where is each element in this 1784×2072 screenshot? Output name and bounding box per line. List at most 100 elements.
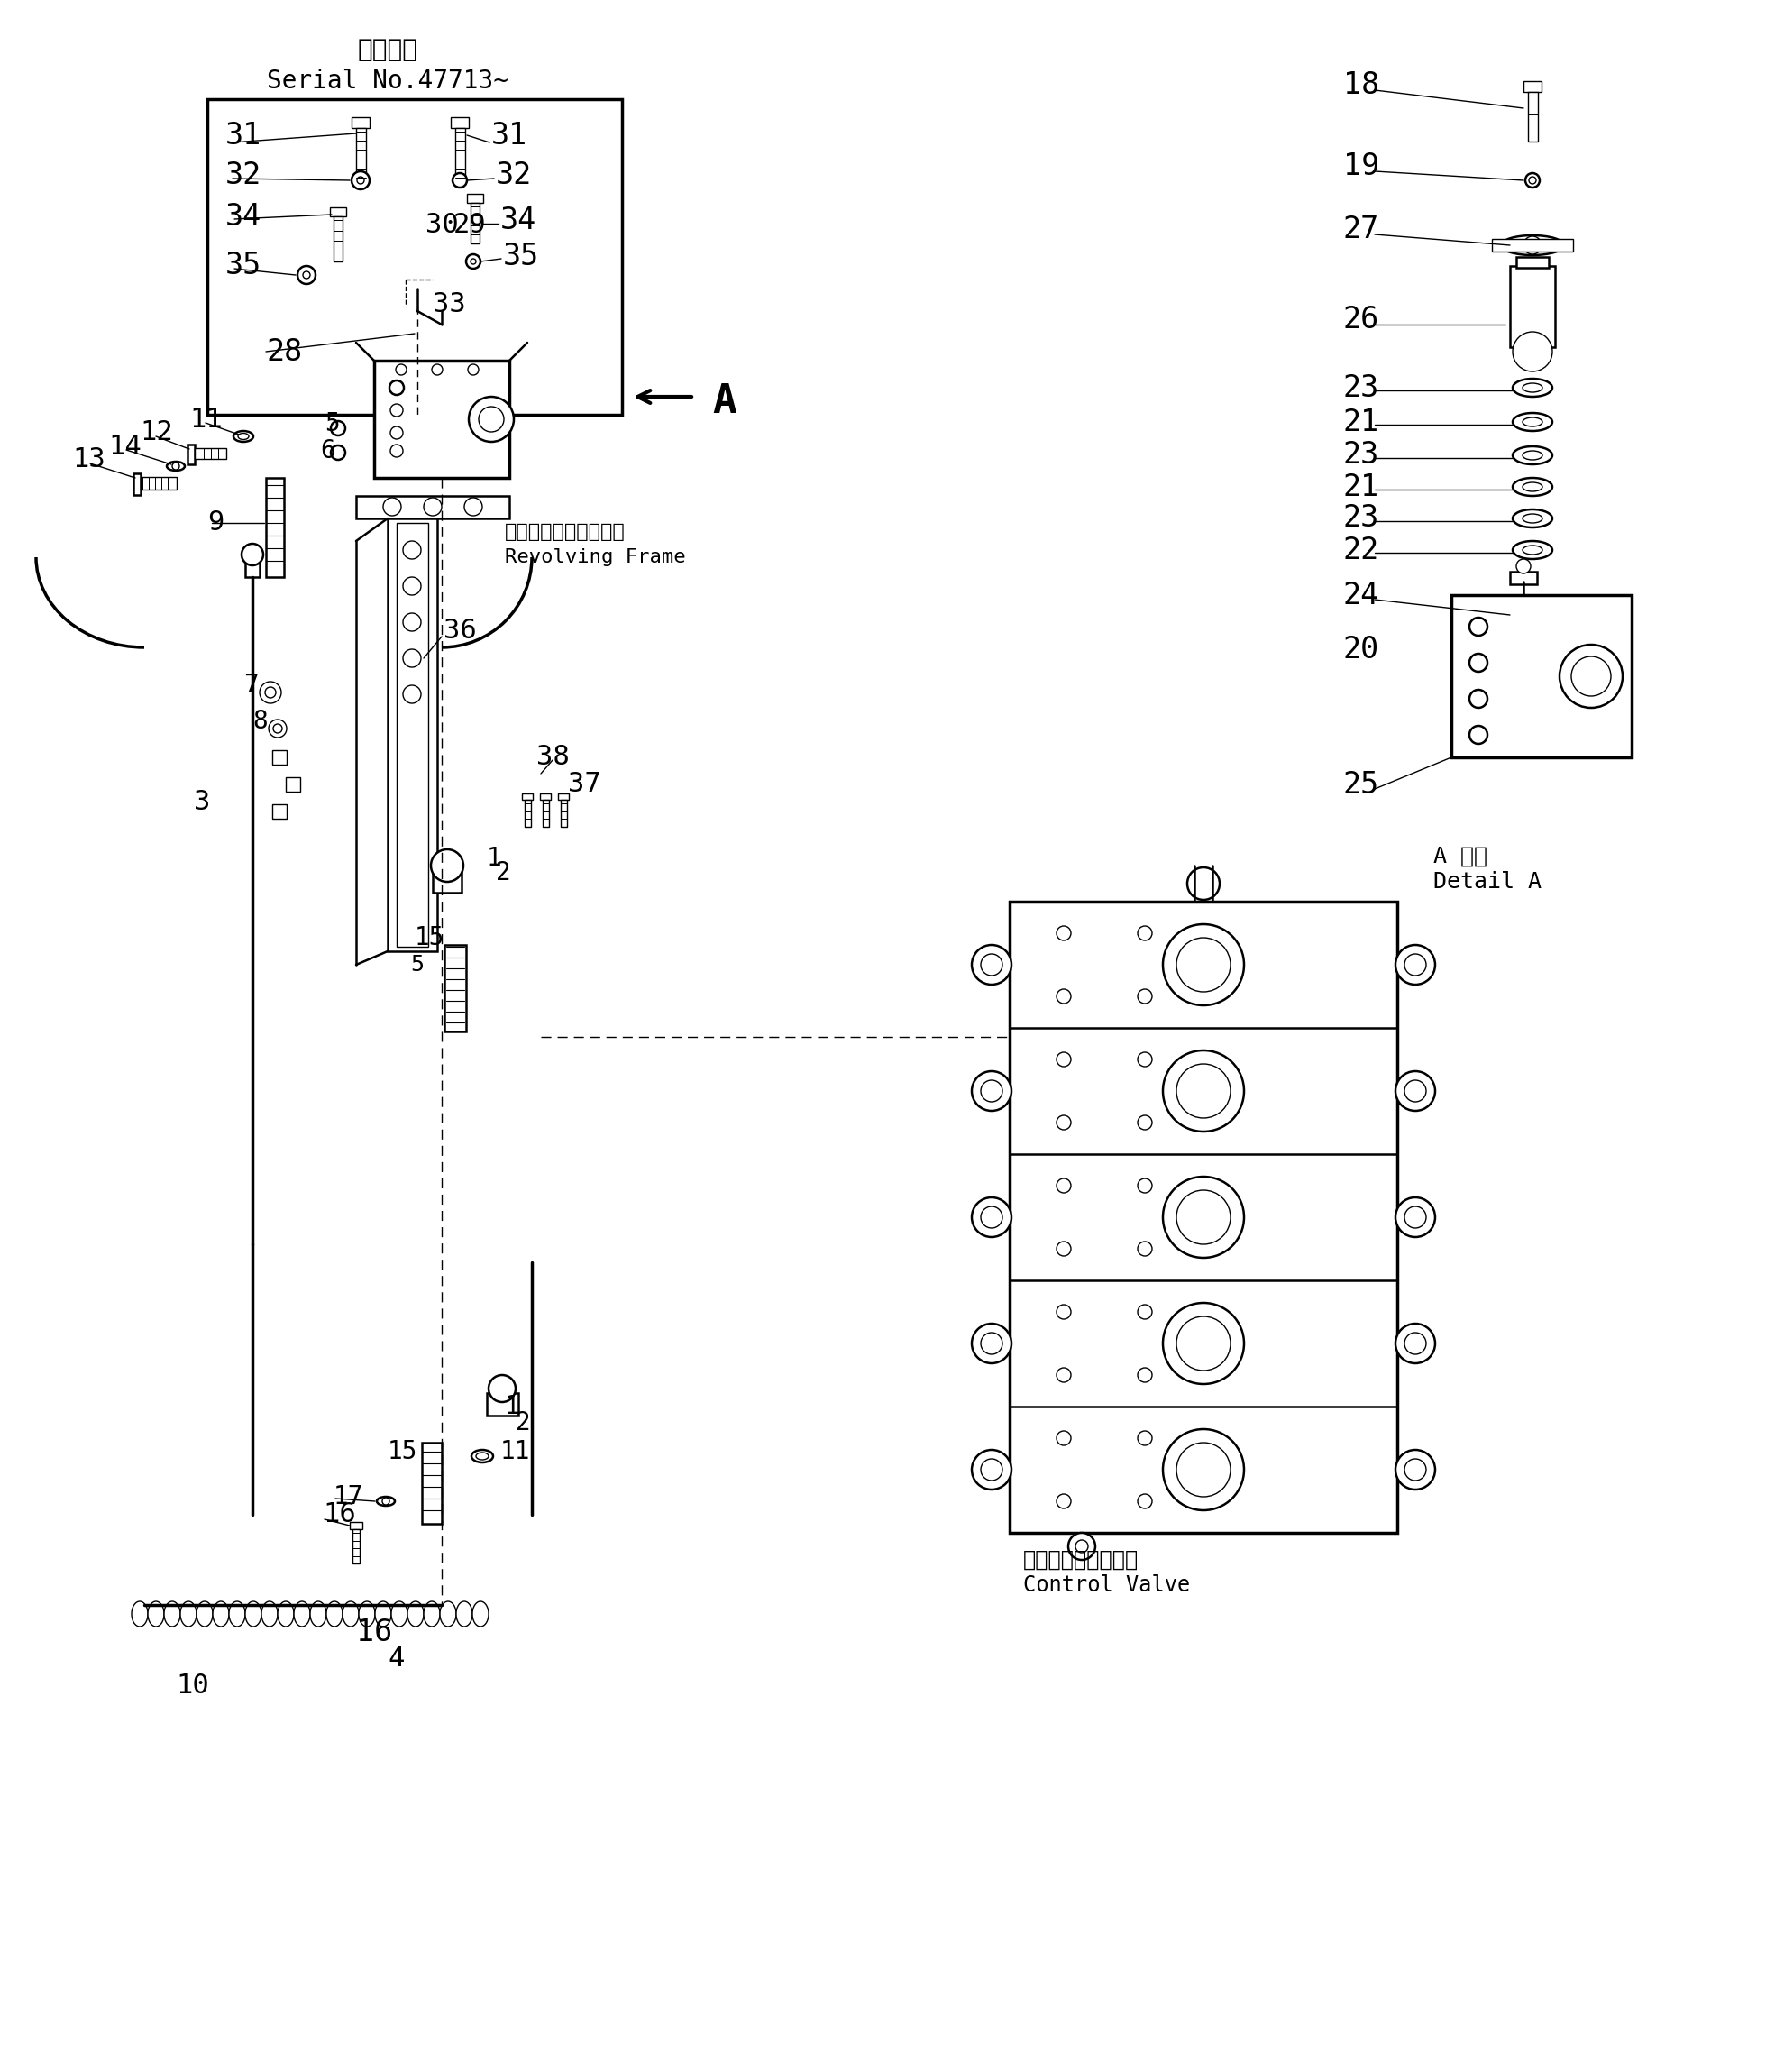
Bar: [1452, 595, 1632, 758]
Circle shape: [972, 945, 1012, 984]
Text: 31: 31: [491, 120, 528, 149]
Circle shape: [391, 404, 403, 416]
Circle shape: [1470, 653, 1488, 671]
Circle shape: [1138, 1241, 1152, 1256]
Circle shape: [1176, 1063, 1231, 1119]
Bar: [1516, 257, 1549, 267]
Ellipse shape: [473, 1602, 489, 1627]
Text: 2: 2: [516, 1411, 530, 1436]
Ellipse shape: [294, 1602, 310, 1627]
Circle shape: [1395, 945, 1434, 984]
Bar: [273, 750, 287, 765]
Ellipse shape: [441, 1602, 457, 1627]
Bar: [541, 794, 551, 800]
Text: 21: 21: [1343, 406, 1379, 437]
Text: 38: 38: [537, 744, 569, 771]
Circle shape: [396, 365, 407, 375]
Circle shape: [269, 719, 287, 738]
Circle shape: [1525, 174, 1540, 189]
Bar: [444, 945, 466, 1032]
Text: 5: 5: [325, 410, 339, 437]
Circle shape: [1138, 1432, 1152, 1446]
Circle shape: [489, 1376, 516, 1403]
Circle shape: [1470, 725, 1488, 744]
Circle shape: [478, 406, 503, 431]
Circle shape: [981, 1459, 1003, 1481]
Circle shape: [382, 1498, 389, 1504]
Circle shape: [1559, 644, 1623, 709]
Text: 34: 34: [225, 201, 262, 232]
Text: 8: 8: [252, 709, 268, 733]
Ellipse shape: [244, 1602, 262, 1627]
Circle shape: [972, 1450, 1012, 1490]
Circle shape: [1056, 988, 1070, 1003]
Bar: [455, 128, 464, 178]
Ellipse shape: [1513, 510, 1552, 528]
Circle shape: [1186, 868, 1220, 899]
Text: 26: 26: [1343, 305, 1379, 336]
Circle shape: [1056, 1432, 1070, 1446]
Text: 28: 28: [266, 338, 301, 367]
Circle shape: [1056, 1368, 1070, 1382]
Text: 20: 20: [1343, 634, 1379, 663]
Circle shape: [981, 1206, 1003, 1229]
Ellipse shape: [1513, 445, 1552, 464]
Text: 9: 9: [207, 510, 225, 537]
Circle shape: [1138, 1115, 1152, 1129]
Bar: [334, 215, 343, 261]
Circle shape: [981, 1332, 1003, 1355]
Circle shape: [1404, 1332, 1425, 1355]
Text: 23: 23: [1343, 503, 1379, 533]
Bar: [141, 477, 177, 489]
Bar: [560, 800, 567, 827]
Circle shape: [1470, 690, 1488, 709]
Circle shape: [1395, 1198, 1434, 1237]
Ellipse shape: [407, 1602, 423, 1627]
Bar: [134, 472, 141, 495]
Text: 37: 37: [567, 771, 601, 798]
Ellipse shape: [391, 1602, 407, 1627]
Text: 21: 21: [1343, 472, 1379, 501]
Text: 31: 31: [225, 120, 262, 149]
Circle shape: [453, 174, 467, 189]
Ellipse shape: [196, 1602, 212, 1627]
Text: 6: 6: [319, 437, 335, 464]
Ellipse shape: [471, 1450, 492, 1463]
Text: 35: 35: [503, 242, 539, 271]
Ellipse shape: [423, 1602, 441, 1627]
Ellipse shape: [1513, 479, 1552, 495]
Circle shape: [981, 1080, 1003, 1102]
Text: レボルビングフレーム: レボルビングフレーム: [505, 522, 626, 541]
Bar: [558, 794, 569, 800]
Text: 25: 25: [1343, 769, 1379, 800]
Text: 13: 13: [71, 448, 105, 472]
Text: 32: 32: [225, 162, 262, 191]
Circle shape: [1404, 1206, 1425, 1229]
Circle shape: [403, 541, 421, 559]
Text: A: A: [712, 381, 737, 421]
Circle shape: [1138, 1494, 1152, 1508]
Circle shape: [1176, 939, 1231, 992]
Bar: [421, 1442, 442, 1523]
Circle shape: [1163, 924, 1243, 1005]
Bar: [396, 522, 428, 947]
Text: 7: 7: [243, 673, 259, 698]
Ellipse shape: [166, 462, 186, 470]
Bar: [523, 794, 533, 800]
Circle shape: [1076, 1539, 1088, 1552]
Bar: [1509, 572, 1538, 584]
Circle shape: [1056, 926, 1070, 941]
Circle shape: [330, 421, 346, 435]
Circle shape: [1138, 1053, 1152, 1067]
Circle shape: [389, 381, 403, 396]
Ellipse shape: [212, 1602, 228, 1627]
Text: 3: 3: [194, 789, 211, 816]
Circle shape: [423, 497, 442, 516]
Circle shape: [467, 365, 478, 375]
Ellipse shape: [148, 1602, 164, 1627]
Bar: [1010, 901, 1397, 1533]
Bar: [1527, 91, 1538, 141]
Circle shape: [1163, 1051, 1243, 1131]
Ellipse shape: [234, 431, 253, 441]
Text: 1: 1: [505, 1394, 519, 1419]
